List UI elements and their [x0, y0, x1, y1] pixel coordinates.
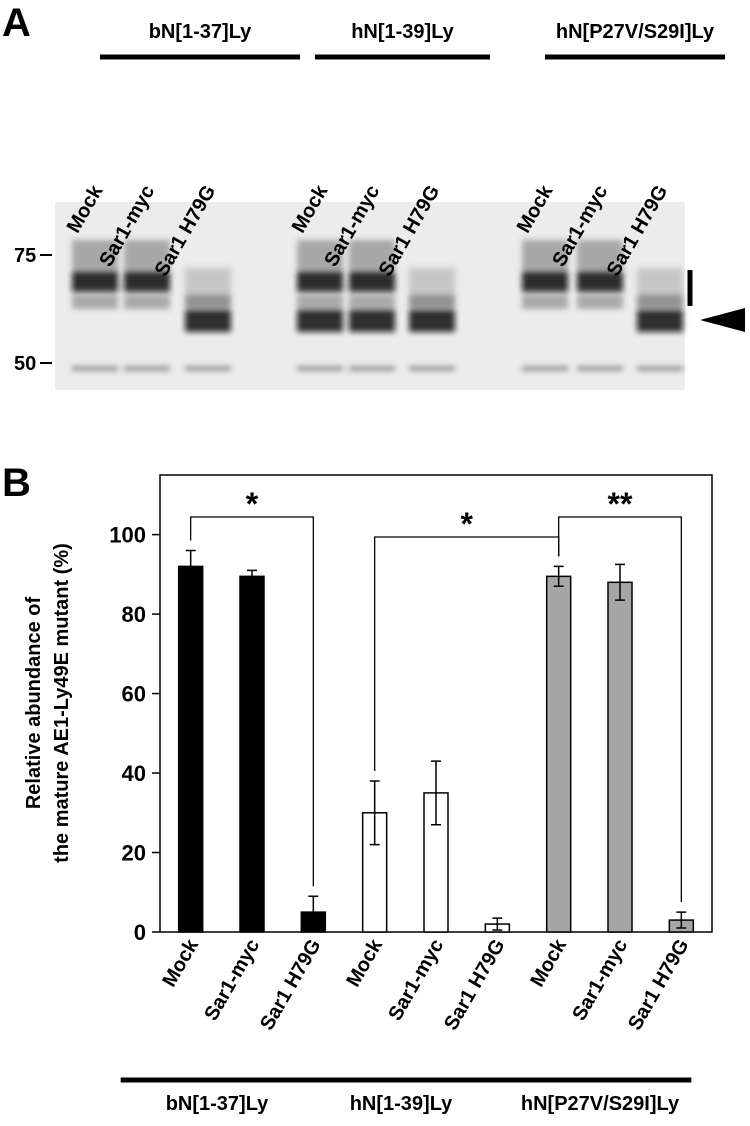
band: [637, 295, 683, 309]
group-label: hN[1-39]Ly: [351, 21, 454, 43]
band: [409, 366, 455, 371]
band: [577, 295, 623, 309]
y-tick-label: 40: [122, 761, 146, 786]
band: [124, 366, 170, 371]
band: [297, 295, 343, 309]
x-tick-label: Sar1 H79G: [440, 936, 510, 1035]
group-label: bN[1-37]Ly: [166, 1093, 269, 1115]
band: [409, 310, 455, 332]
band: [72, 272, 118, 292]
bar: [177, 565, 204, 933]
marker-label: 50: [14, 353, 36, 375]
band: [297, 310, 343, 332]
significance-label: *: [246, 486, 259, 522]
significance-label: *: [460, 506, 473, 542]
y-axis-label: Relative abundance of: [23, 597, 45, 810]
y-tick-label: 100: [109, 523, 146, 548]
band: [124, 295, 170, 309]
band: [185, 295, 231, 309]
error-bar: [308, 895, 319, 929]
y-tick-label: 60: [122, 682, 146, 707]
band: [72, 295, 118, 309]
band: [637, 366, 683, 371]
significance-bracket: [558, 516, 682, 903]
error-bar: [369, 780, 380, 846]
error-bar: [431, 760, 441, 826]
y-tick-label: 80: [122, 602, 146, 627]
x-tick-label: Mock: [526, 935, 571, 991]
band: [124, 272, 170, 292]
y-axis-label: the mature AE1-Ly49E mutant (%): [51, 543, 73, 863]
band: [577, 366, 623, 371]
panel-label: A: [2, 1, 31, 45]
group-label: bN[1-37]Ly: [149, 21, 252, 43]
band: [185, 366, 231, 371]
x-tick-label: Sar1 H79G: [256, 936, 326, 1035]
significance-bracket: [190, 516, 314, 887]
band: [72, 366, 118, 371]
bar: [239, 575, 265, 933]
band: [349, 310, 395, 332]
error-bar: [553, 565, 564, 588]
significance-label: **: [608, 486, 633, 522]
y-tick-label: 0: [134, 920, 146, 945]
band: [349, 272, 395, 292]
x-tick-label: Sar1-myc: [384, 936, 448, 1025]
band: [637, 310, 683, 332]
group-label: hN[1-39]Ly: [350, 1093, 453, 1115]
error-bar: [247, 569, 257, 584]
bar: [607, 581, 633, 933]
panel-label: B: [2, 461, 31, 505]
band: [297, 272, 343, 292]
band: [522, 272, 568, 292]
x-tick-label: Mock: [342, 935, 387, 991]
error-bar: [615, 563, 625, 601]
x-tick-label: Mock: [158, 935, 203, 991]
arrowhead: [700, 308, 745, 332]
blot-bands: [72, 240, 683, 371]
bar: [545, 575, 572, 933]
error-bar: [492, 917, 503, 931]
group-label: hN[P27V/S29I]Ly: [556, 21, 715, 43]
band: [297, 366, 343, 371]
group-label: hN[P27V/S29I]Ly: [521, 1093, 680, 1115]
error-bar: [676, 911, 687, 929]
band: [522, 366, 568, 371]
band: [349, 295, 395, 309]
x-tick-label: Sar1 H79G: [624, 936, 694, 1035]
x-tick-label: Sar1-myc: [200, 936, 264, 1025]
band: [349, 366, 395, 371]
band: [409, 295, 455, 309]
x-tick-label: Sar1-myc: [568, 936, 632, 1025]
marker-label: 75: [14, 245, 36, 267]
significance-bracket: [374, 536, 560, 771]
band: [185, 310, 231, 332]
error-bar: [185, 549, 196, 584]
y-tick-label: 20: [122, 841, 146, 866]
band: [522, 295, 568, 309]
band: [577, 272, 623, 292]
